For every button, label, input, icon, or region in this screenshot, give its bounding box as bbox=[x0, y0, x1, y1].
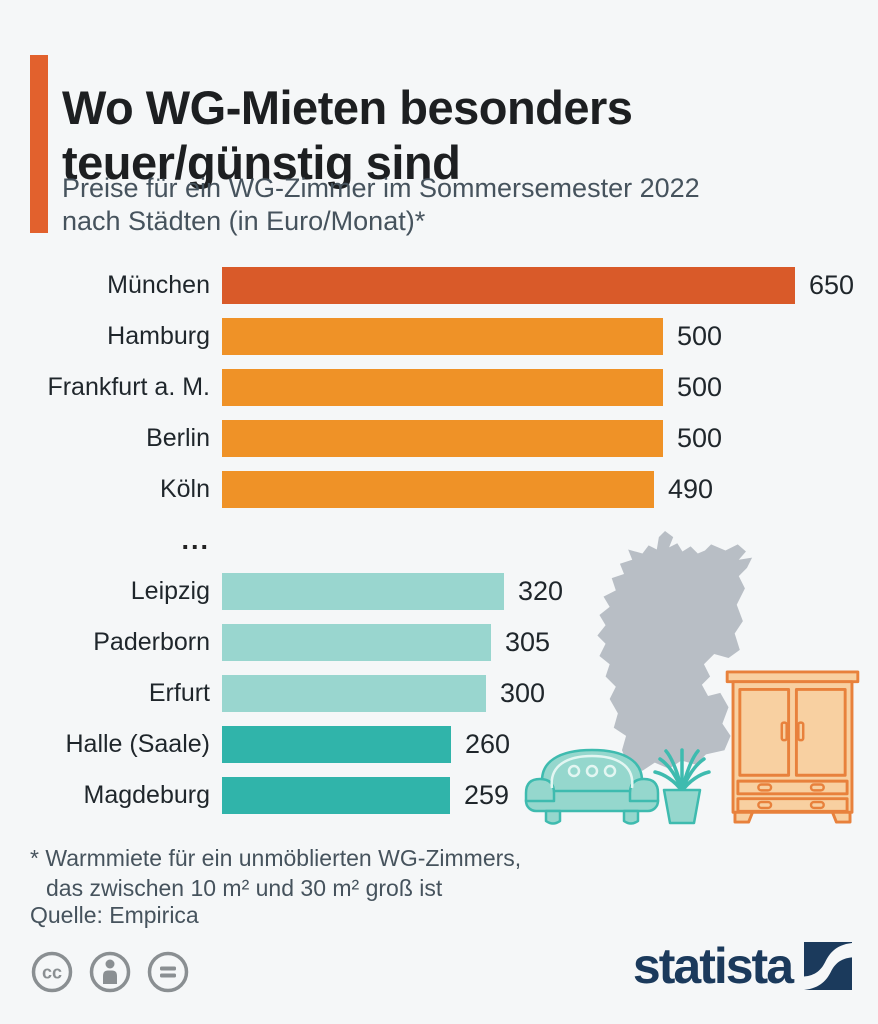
bar bbox=[222, 267, 795, 304]
bar-label: Magdeburg bbox=[83, 781, 210, 809]
bar-value: 305 bbox=[505, 627, 551, 657]
bar-value: 500 bbox=[677, 321, 723, 351]
bar bbox=[222, 573, 504, 610]
bar-row: Erfurt 300 bbox=[0, 675, 878, 712]
bar-label: München bbox=[107, 271, 210, 299]
bar-row: Magdeburg 259 bbox=[0, 777, 878, 814]
bar-label: Köln bbox=[159, 475, 210, 503]
statista-logo-mark bbox=[804, 942, 852, 990]
bar-value: 300 bbox=[500, 678, 546, 708]
bar bbox=[222, 318, 663, 355]
germany-map-silhouette bbox=[597, 531, 753, 771]
bar-rows: München 650 Hamburg 500 Frankfurt a. M. 500 Be… bbox=[0, 267, 878, 814]
bar-value: 259 bbox=[464, 780, 510, 810]
bar bbox=[222, 420, 663, 457]
potted-plant-icon bbox=[653, 748, 711, 825]
title-line-2: teuer/günstig sind bbox=[62, 136, 461, 190]
page-subtitle: Preise für ein WG-Zimmer im Sommersemest… bbox=[62, 172, 782, 239]
bar-row: Berlin 500 bbox=[0, 420, 878, 457]
bar-group-separator: ... bbox=[0, 522, 878, 559]
subtitle-line-1: Preise für ein WG-Zimmer im Sommersemest… bbox=[62, 173, 700, 203]
bar-label: Erfurt bbox=[148, 679, 210, 707]
bar bbox=[222, 675, 486, 712]
bar-label: Paderborn bbox=[93, 628, 210, 656]
bar-value: 260 bbox=[465, 729, 511, 759]
bar-label: Frankfurt a. M. bbox=[47, 373, 210, 401]
bar-value: 650 bbox=[809, 270, 855, 300]
separator-dots: ... bbox=[181, 525, 210, 555]
attribution-icon bbox=[89, 951, 131, 993]
couch-icon bbox=[524, 748, 660, 825]
bar-value: 500 bbox=[677, 372, 723, 402]
footnote-line-2: das zwischen 10 m² und 30 m² groß ist bbox=[46, 875, 443, 901]
bar bbox=[222, 471, 654, 508]
bar-row: Hamburg 500 bbox=[0, 318, 878, 355]
bar-label: Hamburg bbox=[107, 322, 210, 350]
statista-wordmark: statista bbox=[632, 938, 794, 994]
bar bbox=[222, 777, 450, 814]
bar-row: Frankfurt a. M. 500 bbox=[0, 369, 878, 406]
bar-value: 320 bbox=[518, 576, 564, 606]
bar-value: 490 bbox=[668, 474, 714, 504]
bar-row: Paderborn 305 bbox=[0, 624, 878, 661]
bar bbox=[222, 624, 491, 661]
bar-label: Leipzig bbox=[130, 577, 210, 605]
statista-logo: statista bbox=[633, 941, 852, 991]
bar-row: München 650 bbox=[0, 267, 878, 304]
wardrobe-icon bbox=[725, 670, 860, 824]
page-title: Wo WG-Mieten besonders teuer/günstig sin… bbox=[62, 81, 782, 191]
license-icons: cc bbox=[30, 950, 190, 994]
title-accent-bar bbox=[30, 55, 48, 233]
bar-row: Köln 490 bbox=[0, 471, 878, 508]
bar-label: Berlin bbox=[146, 424, 210, 452]
title-line-1: Wo WG-Mieten besonders bbox=[62, 81, 633, 135]
cc-icon: cc bbox=[31, 951, 73, 993]
bar-row: Halle (Saale) 260 bbox=[0, 726, 878, 763]
source-note: Quelle: Empirica bbox=[30, 902, 199, 928]
footnote-line-1: * Warmmiete für ein unmöblierten WG-Zimm… bbox=[30, 845, 522, 871]
bar bbox=[222, 726, 451, 763]
equal-icon bbox=[147, 951, 189, 993]
subtitle-line-2: nach Städten (in Euro/Monat)* bbox=[62, 206, 426, 237]
bar-label: Halle (Saale) bbox=[65, 730, 210, 758]
bar-row: Leipzig 320 bbox=[0, 573, 878, 610]
bar-chart: München 650 Hamburg 500 Frankfurt a. M. 500 Be… bbox=[0, 267, 878, 828]
bar bbox=[222, 369, 663, 406]
footnote: * Warmmiete für ein unmöblierten WG-Zimm… bbox=[30, 843, 521, 903]
bar-value: 500 bbox=[677, 423, 723, 453]
svg-text:cc: cc bbox=[42, 963, 62, 983]
